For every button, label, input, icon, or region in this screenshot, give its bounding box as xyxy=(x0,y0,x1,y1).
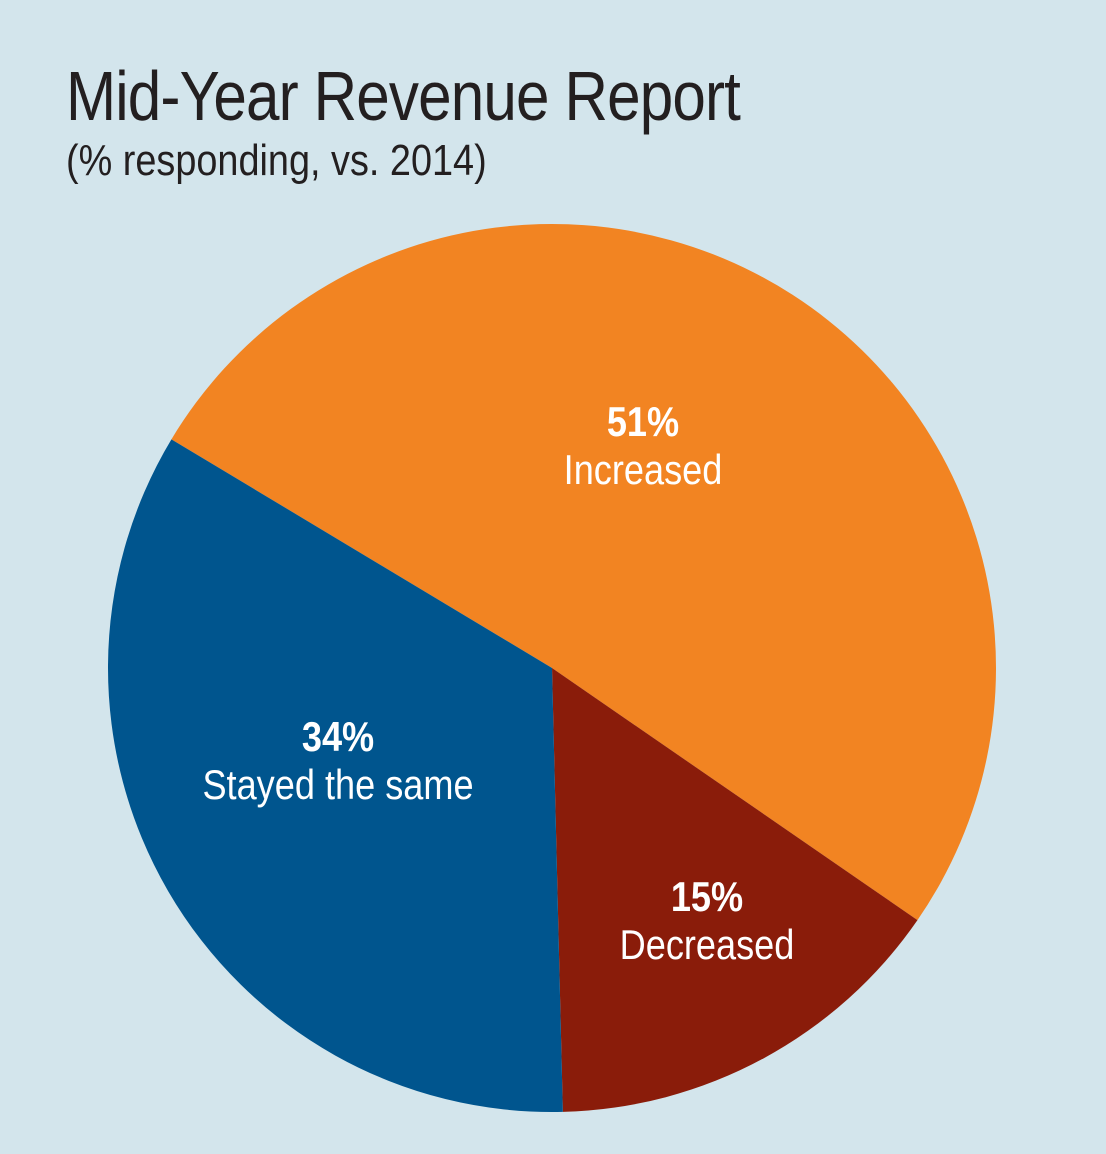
label-stayed-the-same: 34% Stayed the same xyxy=(202,713,473,810)
chart-subtitle: (% responding, vs. 2014) xyxy=(66,136,487,185)
value-label: 51% xyxy=(606,398,680,445)
category-label: Decreased xyxy=(619,921,795,969)
category-label: Increased xyxy=(563,446,723,494)
chart-title: Mid-Year Revenue Report xyxy=(66,57,741,135)
category-label: Stayed the same xyxy=(202,761,474,809)
pie-slice-stayed-the-same xyxy=(108,439,563,1112)
value-label: 34% xyxy=(301,713,375,760)
value-label: 15% xyxy=(670,873,744,920)
pie-slice-decreased xyxy=(552,668,918,1112)
label-increased: 51% Increased xyxy=(564,398,723,495)
pie-slice-increased xyxy=(171,223,997,921)
label-decreased: 15% Decreased xyxy=(620,873,795,970)
